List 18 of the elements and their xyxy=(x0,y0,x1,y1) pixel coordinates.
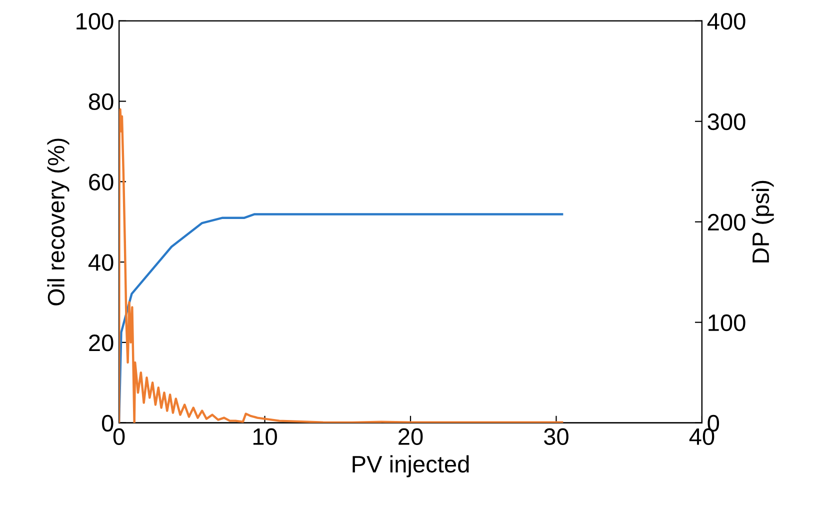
y2-tick-label: 300 xyxy=(708,113,746,130)
y2-tick-label: 200 xyxy=(708,214,746,231)
y2-tick-label: 100 xyxy=(708,314,746,332)
x-tick-label: 20 xyxy=(398,428,423,446)
y-tick-label: 60 xyxy=(89,174,114,190)
y-axis-title: Oil recovery (%) xyxy=(47,138,70,306)
x-tick-label: 0 xyxy=(113,428,125,446)
y2-axis-title: DP (psi) xyxy=(752,180,774,262)
y-tick-label: 40 xyxy=(88,254,114,271)
line-series xyxy=(119,108,564,423)
y-tick-label: 80 xyxy=(88,93,114,110)
x-tick-label: 30 xyxy=(544,428,568,446)
x-tick-label: 10 xyxy=(253,428,277,446)
x-axis-title: PV injected xyxy=(352,455,469,478)
y2-tick-label: 400 xyxy=(707,12,746,30)
y-tick-label: 20 xyxy=(89,334,114,352)
y-tick-label: 0 xyxy=(102,414,114,432)
y-tick-label: 100 xyxy=(76,12,114,30)
